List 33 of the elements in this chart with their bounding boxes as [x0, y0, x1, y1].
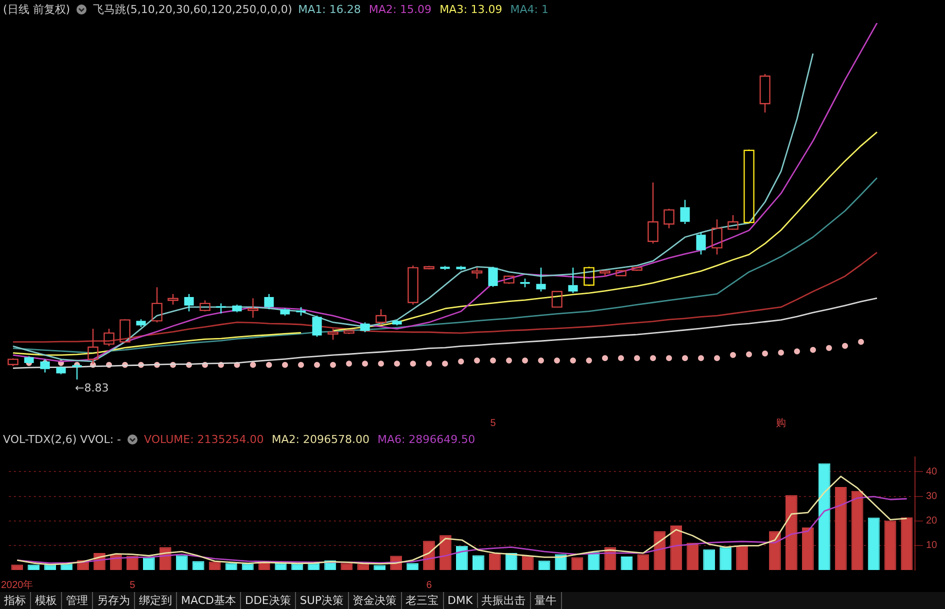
text: MACD基本	[177, 592, 241, 609]
text: 管理	[62, 592, 93, 609]
text: 共振出击	[478, 592, 531, 609]
text: SUP决策	[296, 592, 349, 609]
text: 绑定到	[135, 592, 177, 609]
chart-title: (日线 前复权)	[3, 2, 70, 16]
y-tick-label: 40	[926, 466, 938, 478]
text: DDE决策	[240, 592, 296, 609]
text: MA2: 15.09	[368, 2, 432, 16]
text: 模板	[31, 592, 62, 609]
text: VOLUME: 2135254.00	[144, 432, 264, 446]
x-tick-label: 5	[130, 580, 136, 591]
x-tick-label: 5	[490, 418, 496, 429]
text: 另存为	[93, 592, 135, 609]
y-tick-label: 30	[926, 491, 938, 502]
text: 量牛	[530, 592, 562, 609]
text: 资金决策	[348, 592, 402, 609]
x-tick-label: 6	[426, 580, 432, 591]
text: MA3: 13.09	[440, 2, 502, 16]
text: ←8.83	[75, 381, 109, 394]
chart-subtitle: 飞马跳(5,10,20,30,60,120,250,0,0,0)	[93, 2, 292, 16]
text: MA2: 2096578.00	[272, 432, 370, 446]
x-tick-label: 购	[776, 418, 786, 429]
text: MA6: 2896649.50	[377, 432, 476, 446]
y-tick-label: 20	[926, 516, 938, 527]
text: 老三宝	[402, 592, 444, 609]
x-tick-label: 2020年	[1, 578, 34, 591]
text: MA1: 16.28	[298, 2, 361, 16]
text: MA4: 1	[510, 2, 548, 16]
y-tick-label: 10	[926, 540, 938, 552]
text: DMK	[444, 593, 478, 608]
text: 指标	[0, 592, 31, 609]
chart-title: VOL-TDX(2,6) VVOL: -	[3, 432, 121, 446]
